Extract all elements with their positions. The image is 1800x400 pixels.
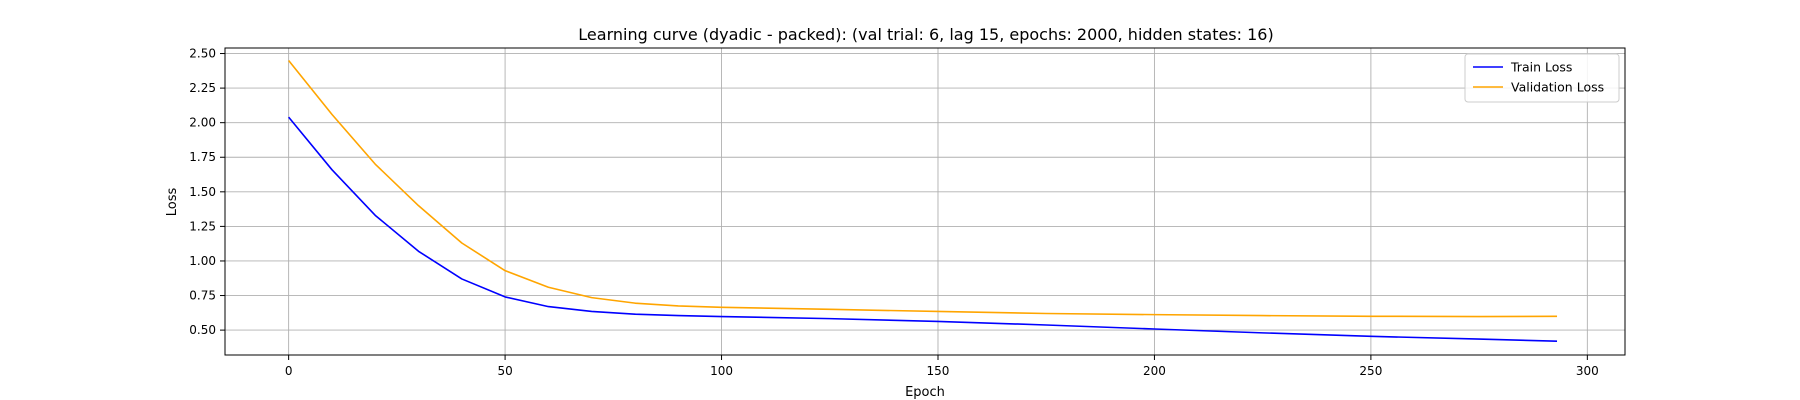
y-tick-label: 2.00 xyxy=(189,116,216,130)
x-tick-label: 50 xyxy=(497,364,512,378)
y-tick-label: 1.75 xyxy=(189,150,216,164)
y-axis-label: Loss xyxy=(165,188,180,217)
chart-title: Learning curve (dyadic - packed): (val t… xyxy=(578,25,1273,44)
x-axis: 0 50 100 150 200 250 300 xyxy=(285,355,1599,378)
x-tick-label: 300 xyxy=(1576,364,1599,378)
x-tick-label: 0 xyxy=(285,364,293,378)
y-tick-label: 2.25 xyxy=(189,81,216,95)
x-tick-label: 150 xyxy=(927,364,950,378)
grid xyxy=(225,48,1625,355)
y-tick-label: 2.50 xyxy=(189,47,216,61)
y-tick-label: 0.75 xyxy=(189,289,216,303)
legend-label-validation-loss: Validation Loss xyxy=(1511,80,1604,95)
legend-box xyxy=(1464,53,1620,103)
axes-frame xyxy=(224,47,1626,356)
y-tick-label: 1.00 xyxy=(189,254,216,268)
legend-label-train-loss: Train Loss xyxy=(1510,60,1572,75)
y-axis: 0.50 0.75 1.00 1.25 1.50 1.75 2.00 2.25 2.50 xyxy=(189,47,225,337)
y-tick-label: 1.50 xyxy=(189,185,216,199)
x-tick-label: 250 xyxy=(1359,364,1382,378)
y-tick-label: 1.25 xyxy=(189,219,216,233)
train-loss-line xyxy=(288,116,1558,342)
x-tick-label: 100 xyxy=(710,364,733,378)
y-tick-label: 0.50 xyxy=(189,323,216,337)
series-lines xyxy=(288,59,1558,342)
x-tick-label: 200 xyxy=(1143,364,1166,378)
legend: Train Loss Validation Loss xyxy=(1464,53,1620,103)
validation-loss-line xyxy=(288,59,1558,318)
x-axis-label: Epoch xyxy=(905,385,945,400)
